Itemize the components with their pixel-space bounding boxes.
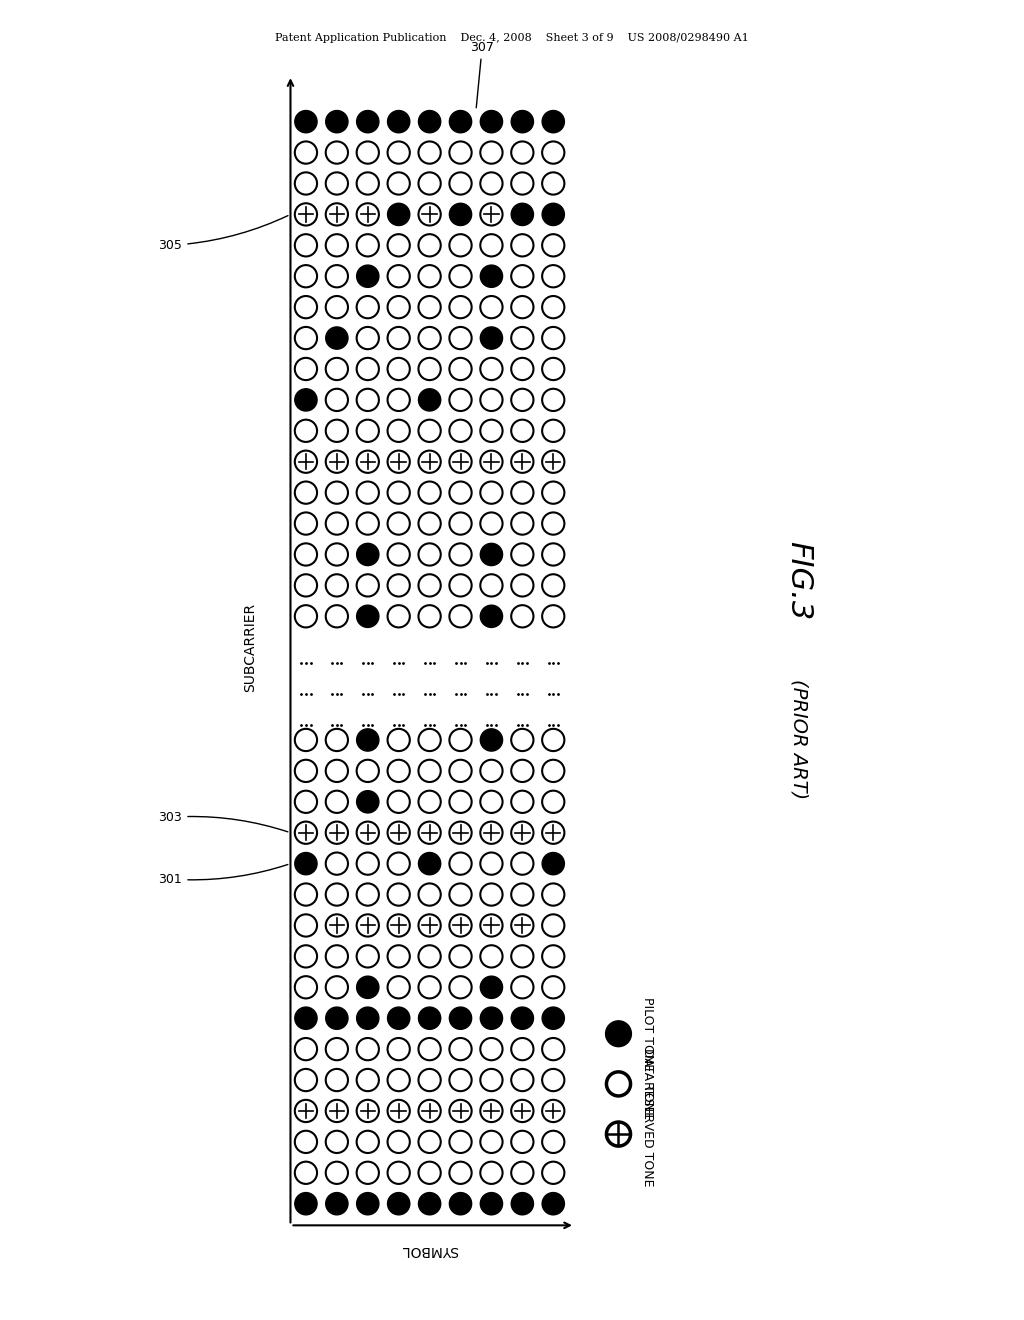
Circle shape [480, 265, 503, 288]
Text: 303: 303 [159, 810, 288, 832]
Text: (PRIOR ART): (PRIOR ART) [790, 678, 808, 800]
Circle shape [326, 1007, 348, 1030]
Circle shape [356, 605, 379, 627]
Text: SYMBOL: SYMBOL [401, 1243, 458, 1257]
Circle shape [480, 544, 503, 565]
Circle shape [295, 111, 317, 133]
Circle shape [542, 1192, 564, 1214]
Text: SUBCARRIER: SUBCARRIER [244, 603, 257, 692]
Text: PILOT TONE: PILOT TONE [641, 997, 654, 1071]
Circle shape [356, 544, 379, 565]
Circle shape [450, 1192, 472, 1214]
Circle shape [542, 1007, 564, 1030]
Circle shape [356, 791, 379, 813]
Circle shape [356, 729, 379, 751]
Circle shape [419, 1007, 440, 1030]
Circle shape [480, 605, 503, 627]
Text: 305: 305 [159, 215, 288, 252]
Circle shape [542, 203, 564, 226]
Circle shape [511, 203, 534, 226]
Circle shape [295, 1007, 317, 1030]
Text: Patent Application Publication    Dec. 4, 2008    Sheet 3 of 9    US 2008/029849: Patent Application Publication Dec. 4, 2… [275, 33, 749, 44]
Circle shape [419, 1192, 440, 1214]
Circle shape [511, 1007, 534, 1030]
Circle shape [295, 853, 317, 875]
Text: 301: 301 [159, 865, 288, 886]
Circle shape [356, 111, 379, 133]
Circle shape [480, 977, 503, 998]
Text: FIG.3: FIG.3 [784, 541, 813, 620]
Circle shape [356, 1007, 379, 1030]
Circle shape [450, 1007, 472, 1030]
Circle shape [387, 1192, 410, 1214]
Circle shape [295, 1192, 317, 1214]
Circle shape [326, 327, 348, 350]
Circle shape [387, 203, 410, 226]
Circle shape [356, 977, 379, 998]
Circle shape [419, 111, 440, 133]
Circle shape [326, 111, 348, 133]
Circle shape [511, 111, 534, 133]
Circle shape [387, 111, 410, 133]
Circle shape [295, 389, 317, 411]
Circle shape [480, 729, 503, 751]
Circle shape [326, 1192, 348, 1214]
Text: 307: 307 [470, 41, 495, 108]
Circle shape [419, 389, 440, 411]
Circle shape [480, 1007, 503, 1030]
Circle shape [356, 1192, 379, 1214]
Text: DATA TONE: DATA TONE [641, 1048, 654, 1119]
Circle shape [450, 203, 472, 226]
Circle shape [480, 111, 503, 133]
Circle shape [480, 327, 503, 350]
Circle shape [419, 853, 440, 875]
Circle shape [542, 853, 564, 875]
Text: RESERVED TONE: RESERVED TONE [641, 1081, 654, 1187]
Circle shape [450, 111, 472, 133]
Circle shape [387, 1007, 410, 1030]
Circle shape [542, 111, 564, 133]
Circle shape [480, 1192, 503, 1214]
Circle shape [511, 1192, 534, 1214]
Circle shape [356, 265, 379, 288]
Circle shape [605, 1020, 632, 1047]
